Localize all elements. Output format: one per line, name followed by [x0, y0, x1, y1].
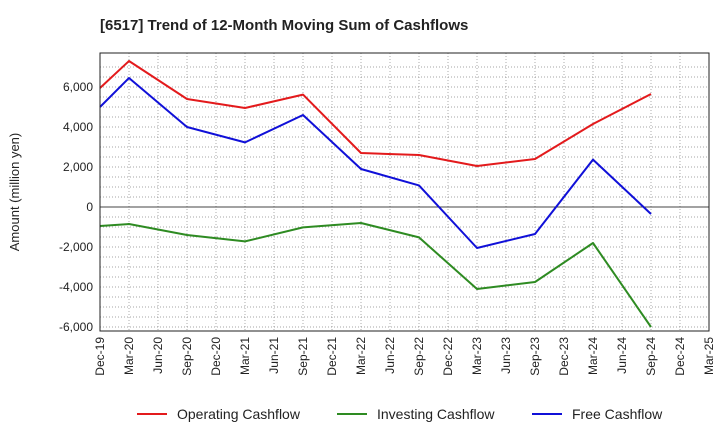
x-tick-label: Dec-23	[557, 337, 571, 376]
series-lines	[99, 60, 652, 328]
legend-label: Free Cashflow	[572, 406, 663, 422]
plot-frame	[99, 52, 710, 332]
x-tick-label: Mar-23	[470, 337, 484, 375]
x-tick-label: Dec-20	[209, 337, 223, 376]
y-tick-label: -4,000	[59, 280, 93, 294]
x-tick-label: Dec-24	[673, 337, 687, 376]
y-tick-label: 0	[86, 200, 93, 214]
x-tick-label: Sep-21	[296, 337, 310, 376]
x-tick-label: Sep-23	[528, 337, 542, 376]
x-tick-label: Dec-22	[441, 337, 455, 376]
x-tick-label: Mar-21	[238, 337, 252, 375]
x-tick-label: Sep-20	[180, 337, 194, 376]
y-axis-label: Amount (million yen)	[7, 133, 22, 252]
legend: Operating Cashflow Investing Cashflow Free…	[137, 406, 663, 422]
series-line-2	[99, 77, 652, 249]
x-tick-label: Mar-25	[702, 337, 716, 375]
y-tick-label: 2,000	[63, 160, 93, 174]
x-tick-label: Jun-23	[499, 337, 513, 374]
y-tick-label: 6,000	[63, 80, 93, 94]
x-tick-label: Jun-22	[383, 337, 397, 374]
x-tick-label: Mar-20	[122, 337, 136, 375]
x-tick-label: Dec-21	[325, 337, 339, 376]
grid	[100, 53, 709, 331]
x-tick-label: Dec-19	[93, 337, 107, 376]
legend-label: Investing Cashflow	[377, 406, 495, 422]
y-tick-label: -2,000	[59, 240, 93, 254]
x-tick-label: Jun-24	[615, 337, 629, 374]
y-tick-labels: -6,000 -4,000 -2,000 0 2,000 4,000 6,000	[59, 80, 93, 334]
x-tick-label: Jun-21	[267, 337, 281, 374]
legend-label: Operating Cashflow	[177, 406, 301, 422]
y-tick-label: 4,000	[63, 120, 93, 134]
x-tick-label: Jun-20	[151, 337, 165, 374]
x-tick-label: Mar-24	[586, 337, 600, 375]
x-tick-labels: Dec-19 Mar-20 Jun-20 Sep-20 Dec-20 Mar-21 Jun-…	[93, 337, 716, 376]
chart-title: [6517] Trend of 12-Month Moving Sum of C…	[100, 17, 468, 34]
series-line-1	[99, 222, 652, 328]
x-tick-label: Mar-22	[354, 337, 368, 375]
x-tick-label: Sep-24	[644, 337, 658, 376]
y-tick-label: -6,000	[59, 320, 93, 334]
x-tick-label: Sep-22	[412, 337, 426, 376]
